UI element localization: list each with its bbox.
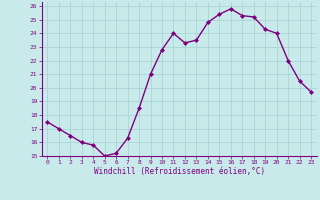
X-axis label: Windchill (Refroidissement éolien,°C): Windchill (Refroidissement éolien,°C) [94, 167, 265, 176]
